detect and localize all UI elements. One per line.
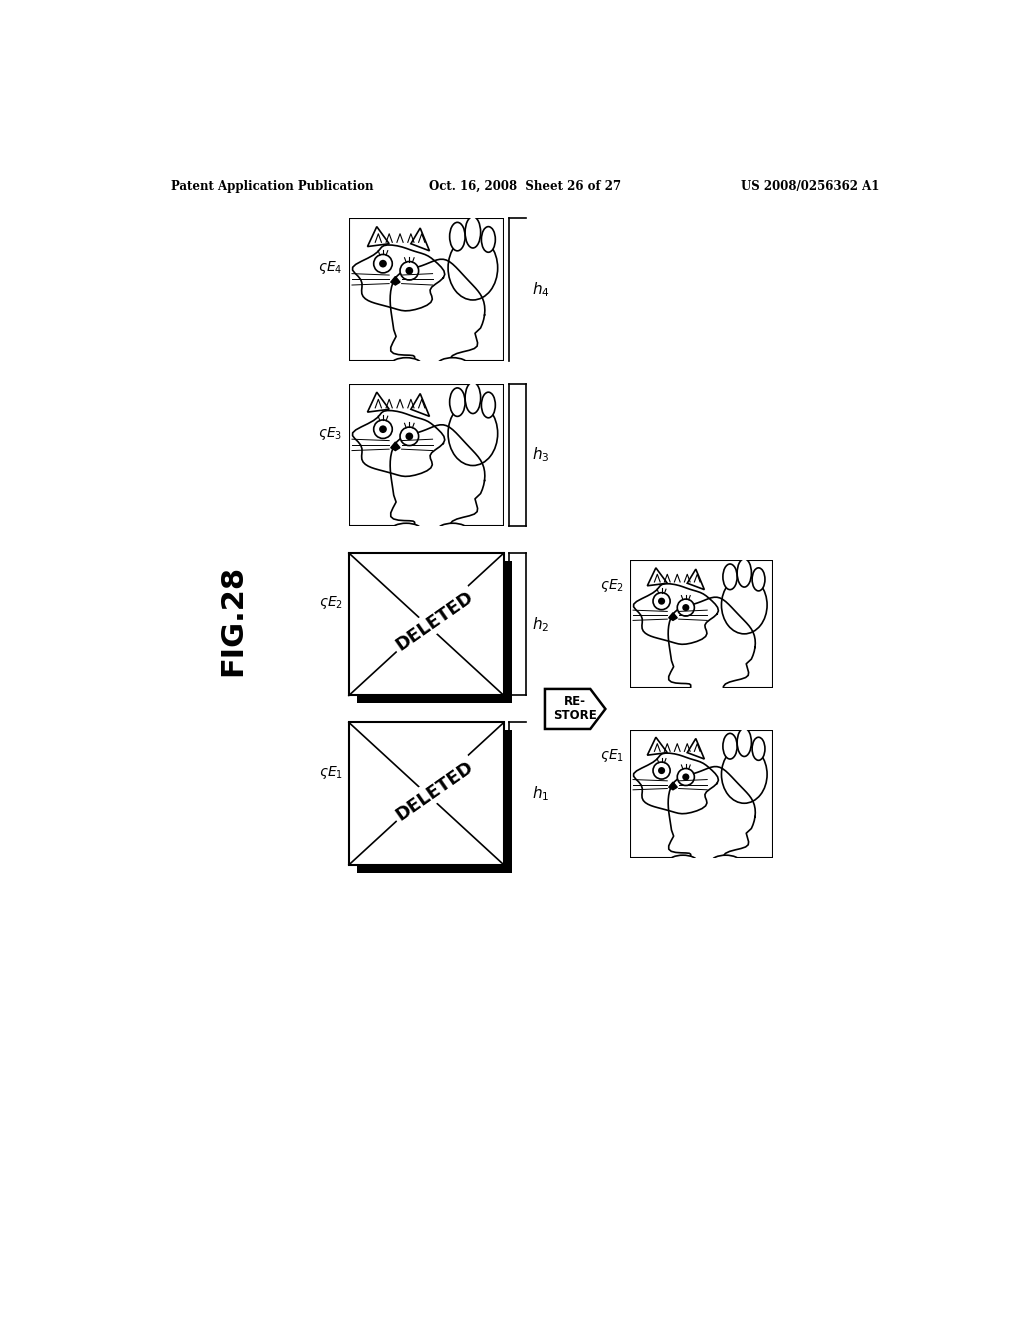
Ellipse shape: [723, 564, 737, 590]
Polygon shape: [411, 393, 429, 416]
Text: RE-
STORE: RE- STORE: [553, 696, 597, 722]
Ellipse shape: [450, 222, 465, 251]
Ellipse shape: [465, 216, 480, 248]
Polygon shape: [390, 425, 484, 540]
Polygon shape: [352, 246, 444, 310]
Circle shape: [400, 261, 419, 280]
Ellipse shape: [669, 686, 697, 698]
Circle shape: [379, 260, 387, 268]
Ellipse shape: [450, 388, 465, 416]
Bar: [349, 722, 504, 865]
Text: $\varsigma E_1$: $\varsigma E_1$: [600, 747, 624, 764]
Polygon shape: [634, 754, 719, 813]
Ellipse shape: [752, 568, 765, 591]
Bar: [349, 384, 504, 527]
Circle shape: [653, 762, 670, 779]
Text: Patent Application Publication: Patent Application Publication: [171, 180, 373, 193]
Circle shape: [658, 767, 666, 774]
Bar: [349, 218, 504, 360]
Polygon shape: [391, 442, 400, 450]
Bar: [349, 384, 504, 527]
Text: $h_2$: $h_2$: [531, 615, 549, 634]
Bar: [356, 561, 512, 704]
Polygon shape: [647, 568, 668, 586]
Text: $h_4$: $h_4$: [531, 280, 550, 298]
Circle shape: [374, 255, 392, 273]
Bar: [630, 560, 773, 688]
Text: $\varsigma E_3$: $\varsigma E_3$: [318, 425, 343, 442]
Polygon shape: [669, 612, 677, 620]
Ellipse shape: [722, 746, 767, 804]
Circle shape: [677, 599, 694, 616]
Circle shape: [682, 774, 689, 780]
Polygon shape: [669, 597, 756, 701]
Polygon shape: [687, 569, 705, 590]
Text: US 2008/0256362 A1: US 2008/0256362 A1: [741, 180, 880, 193]
Polygon shape: [687, 738, 705, 759]
Ellipse shape: [481, 392, 496, 418]
Bar: [349, 553, 504, 696]
Ellipse shape: [391, 523, 422, 537]
Bar: [638, 568, 780, 696]
Polygon shape: [634, 583, 719, 644]
Circle shape: [406, 433, 414, 440]
Bar: [356, 226, 512, 368]
Text: DELETED: DELETED: [392, 589, 476, 655]
Polygon shape: [669, 783, 677, 789]
Ellipse shape: [449, 401, 498, 466]
Bar: [630, 560, 773, 688]
Polygon shape: [669, 767, 756, 870]
Text: $\varsigma E_1$: $\varsigma E_1$: [318, 764, 343, 781]
Bar: [630, 730, 773, 858]
Circle shape: [400, 428, 419, 446]
Bar: [630, 730, 773, 858]
Text: FIG.28: FIG.28: [218, 565, 247, 676]
Bar: [356, 730, 512, 873]
Polygon shape: [411, 228, 429, 251]
Circle shape: [374, 420, 392, 438]
Ellipse shape: [723, 734, 737, 759]
Ellipse shape: [722, 576, 767, 634]
Ellipse shape: [752, 738, 765, 760]
Polygon shape: [352, 411, 444, 477]
Bar: [638, 738, 780, 866]
Text: $h_1$: $h_1$: [531, 784, 549, 803]
Text: Oct. 16, 2008  Sheet 26 of 27: Oct. 16, 2008 Sheet 26 of 27: [429, 180, 621, 193]
Ellipse shape: [465, 383, 480, 413]
Polygon shape: [368, 227, 389, 247]
Polygon shape: [368, 392, 389, 412]
Bar: [349, 218, 504, 360]
Ellipse shape: [437, 523, 468, 537]
Ellipse shape: [737, 729, 752, 756]
Circle shape: [682, 605, 689, 611]
Ellipse shape: [481, 227, 496, 252]
Text: $\varsigma E_2$: $\varsigma E_2$: [600, 577, 624, 594]
Polygon shape: [545, 689, 605, 729]
Ellipse shape: [437, 358, 468, 372]
Polygon shape: [391, 276, 400, 285]
Text: $\varsigma E_2$: $\varsigma E_2$: [318, 594, 343, 611]
Ellipse shape: [449, 236, 498, 300]
Circle shape: [677, 768, 694, 785]
Ellipse shape: [712, 686, 740, 698]
Text: DELETED: DELETED: [392, 758, 476, 824]
Circle shape: [406, 267, 414, 275]
Text: $h_3$: $h_3$: [531, 446, 549, 465]
Ellipse shape: [391, 358, 422, 372]
Circle shape: [658, 598, 666, 605]
Circle shape: [379, 425, 387, 433]
Ellipse shape: [712, 855, 740, 869]
Circle shape: [653, 593, 670, 610]
Polygon shape: [390, 259, 484, 374]
Polygon shape: [647, 738, 668, 755]
Text: $\varsigma E_4$: $\varsigma E_4$: [318, 260, 343, 276]
Bar: [356, 391, 512, 533]
Ellipse shape: [669, 855, 697, 869]
Ellipse shape: [737, 558, 752, 587]
